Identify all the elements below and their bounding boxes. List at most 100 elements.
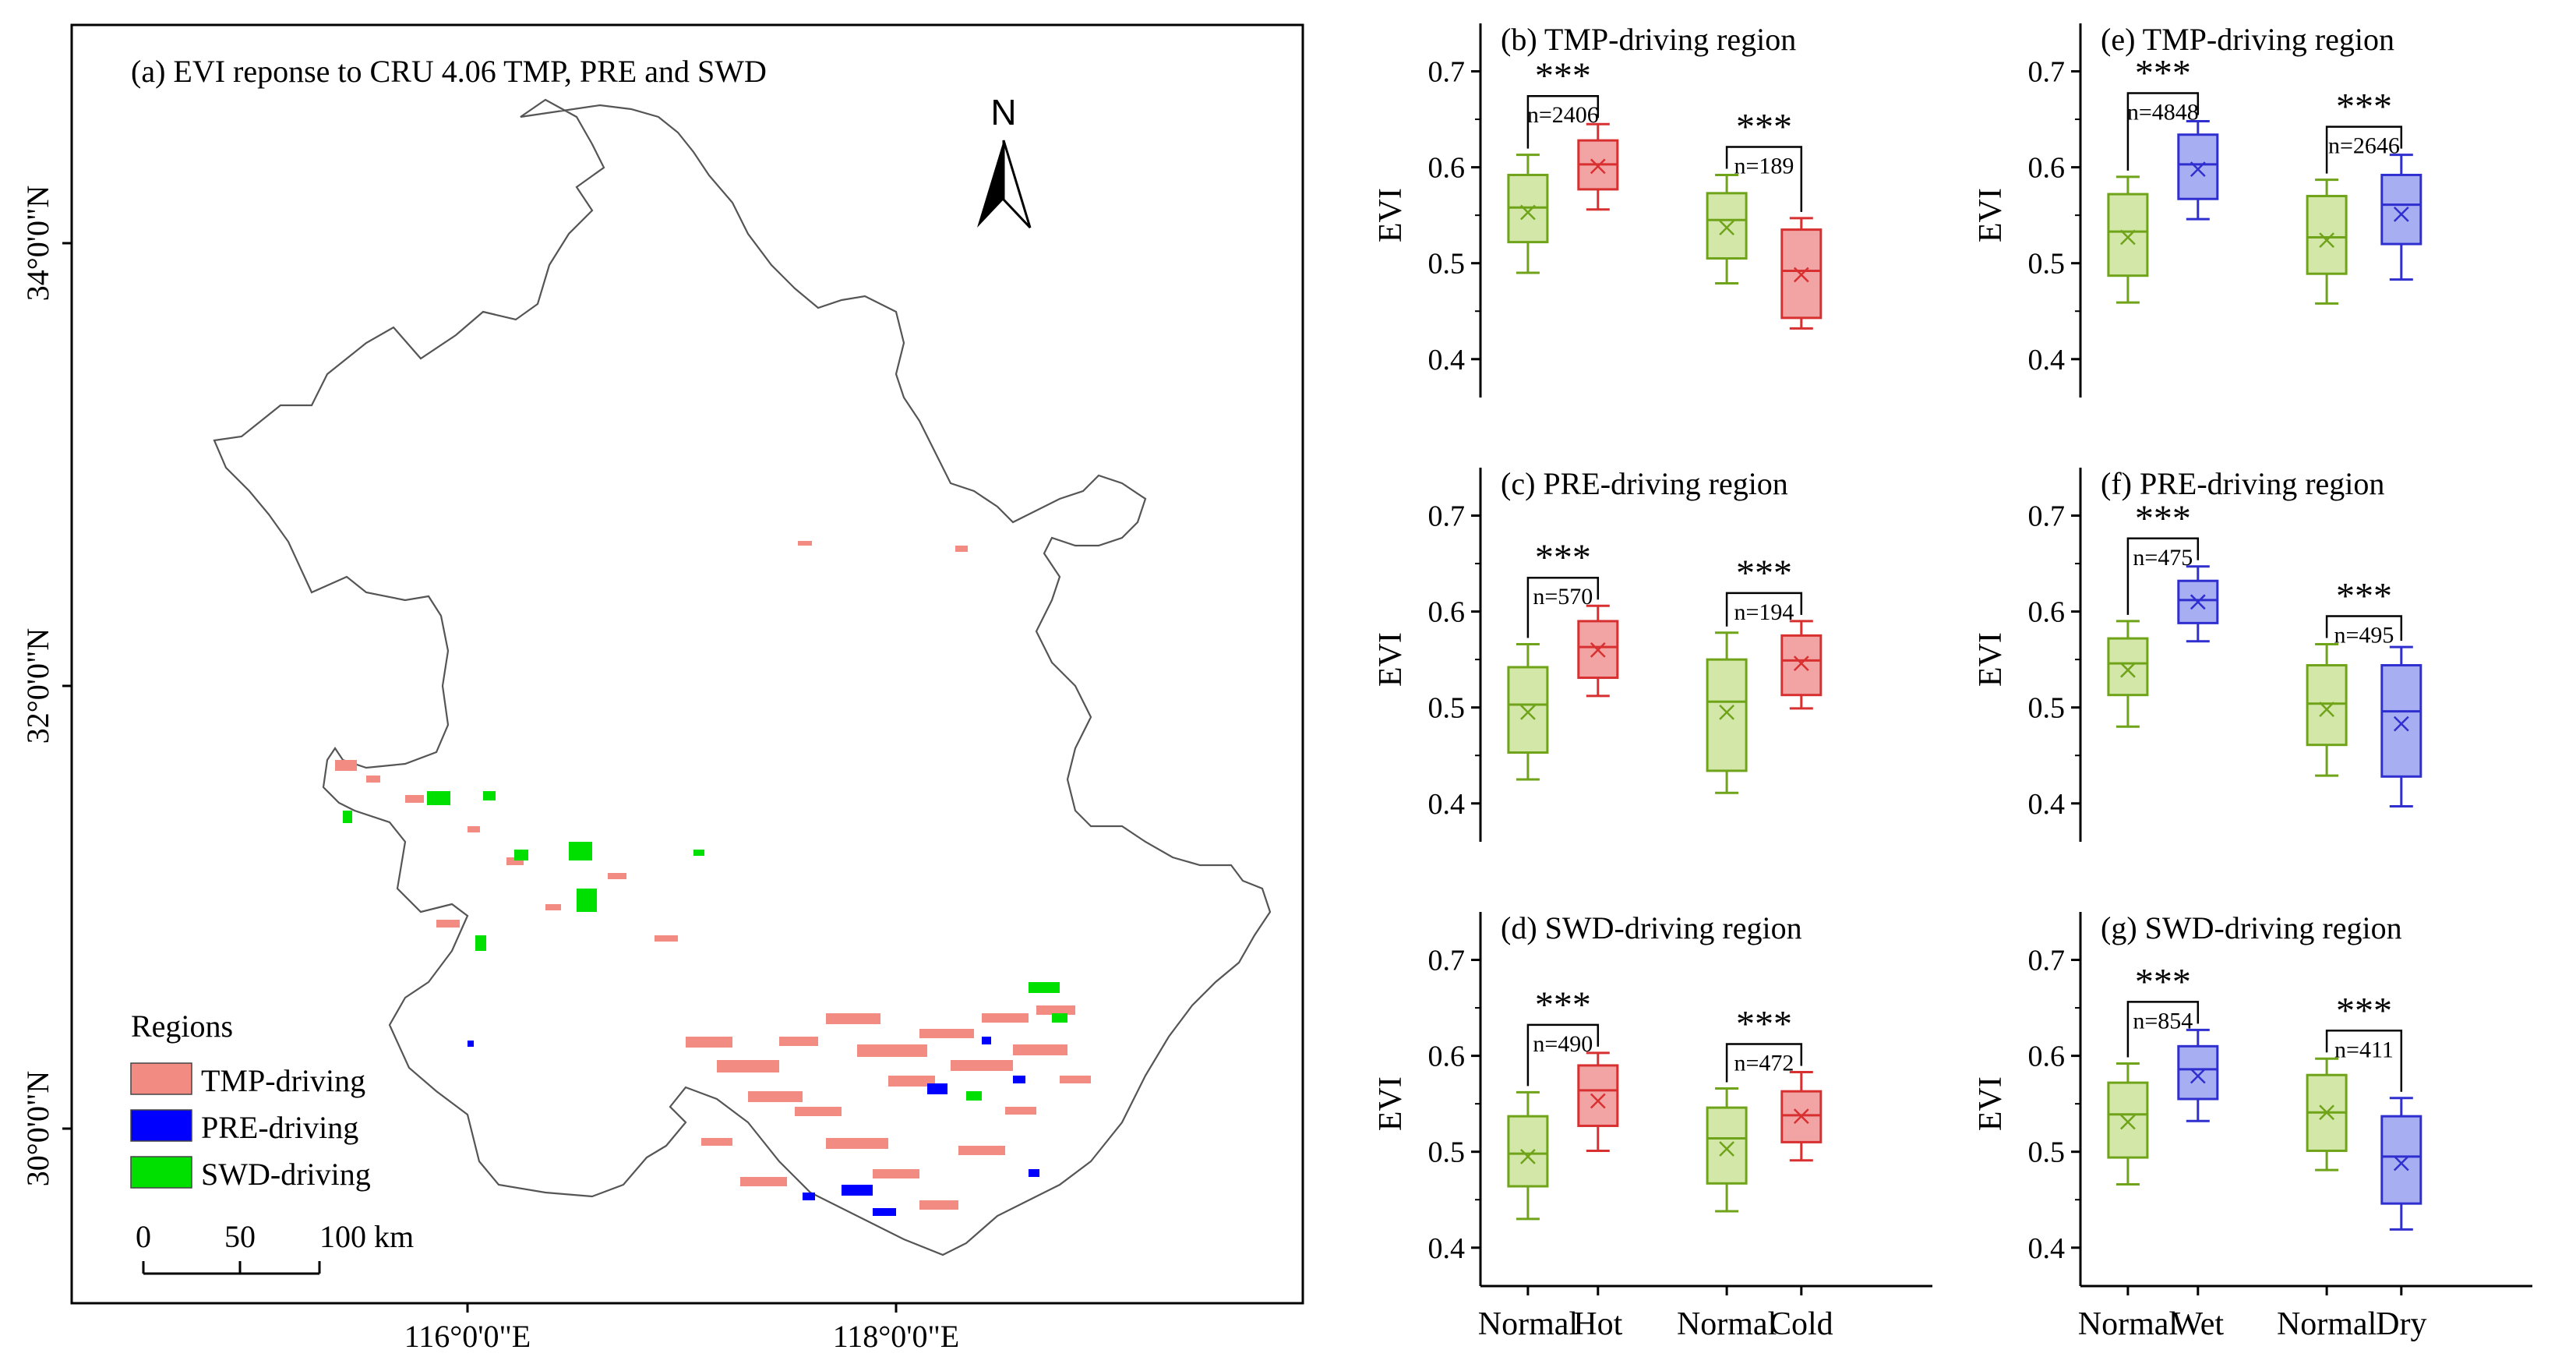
iqr-box <box>1706 1106 1748 1185</box>
y-tick-label: 0.6 <box>2028 596 2066 629</box>
lon-label-116: 116°0'0"E <box>404 1319 531 1354</box>
mean-marker <box>2319 701 2334 718</box>
y-tick-label: 0.5 <box>2028 692 2066 725</box>
bracket-line <box>2126 92 2200 171</box>
lat-label-32: 32°0'0"N <box>20 628 55 744</box>
bracket-line <box>1725 146 1803 212</box>
y-tick-label: 0.4 <box>2028 344 2066 376</box>
significance-stars: *** <box>1736 106 1792 147</box>
y-tick-label: 0.6 <box>1428 596 1466 629</box>
iqr-box <box>1706 192 1748 260</box>
iqr-box <box>2380 173 2422 246</box>
sample-count: n=475 <box>2133 545 2193 571</box>
y-axis-label: EVI <box>1973 1076 2009 1131</box>
bracket-line <box>2325 1030 2403 1092</box>
sample-count: n=570 <box>1533 584 1593 610</box>
x-tick-label: Normal <box>1677 1306 1777 1342</box>
sample-count: n=411 <box>2334 1037 2394 1062</box>
mean-marker <box>2120 1114 2136 1130</box>
x-tick-label: Normal <box>2277 1306 2377 1342</box>
iqr-box <box>2177 1044 2219 1101</box>
significance-bracket: *** n=4848 <box>2126 53 2200 171</box>
north-label: N <box>990 92 1016 133</box>
mean-marker <box>2120 229 2136 246</box>
box-2 <box>1706 1087 1748 1213</box>
scale-tick-50: 50 <box>224 1219 256 1254</box>
lon-label-118: 118°0'0"E <box>833 1319 959 1354</box>
mean-marker <box>1719 704 1734 720</box>
y-tick-label: 0.7 <box>1428 500 1466 533</box>
scale-bar: 0 50 100 km <box>136 1219 414 1275</box>
x-tick-label: Dry <box>2376 1306 2426 1342</box>
iqr-box <box>2107 1081 2149 1159</box>
longitude-axis: 116°0'0"E 118°0'0"E <box>404 1303 959 1354</box>
mean-marker <box>1719 1141 1734 1157</box>
mean-marker <box>1793 1108 1809 1125</box>
y-tick-label: 0.7 <box>1428 56 1466 89</box>
mean-marker <box>1520 1148 1536 1164</box>
y-tick-label: 0.6 <box>1428 152 1466 185</box>
y-tick-label: 0.7 <box>2028 56 2066 89</box>
box-2 <box>1706 173 1748 285</box>
y-axis-label: EVI <box>1373 1076 1409 1131</box>
significance-stars: *** <box>1535 984 1591 1026</box>
mean-marker <box>2190 1068 2206 1084</box>
y-tick-label: 0.5 <box>1428 1136 1466 1169</box>
x-tick-label: Normal <box>2078 1306 2178 1342</box>
iqr-box <box>1577 1064 1619 1127</box>
significance-bracket: *** n=472 <box>1725 1004 1803 1083</box>
mean-marker <box>1719 220 1734 236</box>
significance-stars: *** <box>2135 498 2191 539</box>
mean-marker <box>2319 232 2334 249</box>
sample-count: n=495 <box>2334 622 2394 648</box>
mean-marker <box>2190 594 2206 610</box>
box-panel-4: (f) PRE-driving region 0.4 0.5 0.6 0.7 EVI ***… <box>1973 466 2422 842</box>
box-3 <box>1780 217 1823 330</box>
box-1 <box>2177 120 2219 221</box>
panel-title: (g) SWD-driving region <box>2101 910 2402 945</box>
y-tick-label: 0.4 <box>1428 344 1466 376</box>
significance-stars: *** <box>2336 575 2392 617</box>
iqr-box <box>1706 658 1748 772</box>
legend-label-pre: PRE-driving <box>201 1110 358 1145</box>
panel-title: (b) TMP-driving region <box>1501 22 1796 57</box>
y-tick-label: 0.6 <box>2028 1041 2066 1073</box>
iqr-box <box>2177 133 2219 200</box>
iqr-box <box>2380 664 2422 778</box>
significance-bracket: *** n=490 <box>1526 984 1600 1087</box>
y-axis-label: EVI <box>1373 188 1409 242</box>
mean-marker <box>2319 1104 2334 1121</box>
box-0 <box>2107 1062 2149 1186</box>
y-axis-label: EVI <box>1973 188 2009 242</box>
province-outline <box>213 98 1272 1256</box>
north-arrow-icon: N <box>977 92 1032 229</box>
mean-marker <box>1793 655 1809 671</box>
bracket-line <box>2325 615 2403 641</box>
significance-stars: *** <box>2135 961 2191 1002</box>
panel-title: (f) PRE-driving region <box>2101 466 2384 501</box>
pre-driving-pixels <box>468 1037 1039 1216</box>
significance-stars: *** <box>2135 53 2191 94</box>
panel-title: (c) PRE-driving region <box>1501 466 1788 501</box>
sample-count: n=490 <box>1533 1031 1593 1057</box>
mean-marker <box>1590 1093 1606 1109</box>
box-1 <box>2177 1028 2219 1122</box>
scale-tick-100: 100 km <box>319 1219 414 1254</box>
significance-stars: *** <box>1535 55 1591 97</box>
box-1 <box>2177 565 2219 643</box>
lat-label-34: 34°0'0"N <box>20 186 55 301</box>
bracket-line <box>1725 592 1803 627</box>
mean-marker <box>1590 158 1606 175</box>
y-tick-label: 0.6 <box>2028 152 2066 185</box>
significance-bracket: *** n=194 <box>1725 553 1803 627</box>
significance-stars: *** <box>1736 1004 1792 1045</box>
box-2 <box>2306 1057 2348 1171</box>
bracket-line <box>1725 1043 1803 1083</box>
iqr-box <box>2107 193 2149 277</box>
sample-count: n=2406 <box>1527 102 1599 128</box>
box-1 <box>1577 1051 1619 1152</box>
box-1 <box>1577 604 1619 698</box>
map-frame <box>70 23 1304 1305</box>
box-panel-2: (d) SWD-driving region 0.4 0.5 0.6 0.7 EVI Nor… <box>1373 910 1932 1342</box>
